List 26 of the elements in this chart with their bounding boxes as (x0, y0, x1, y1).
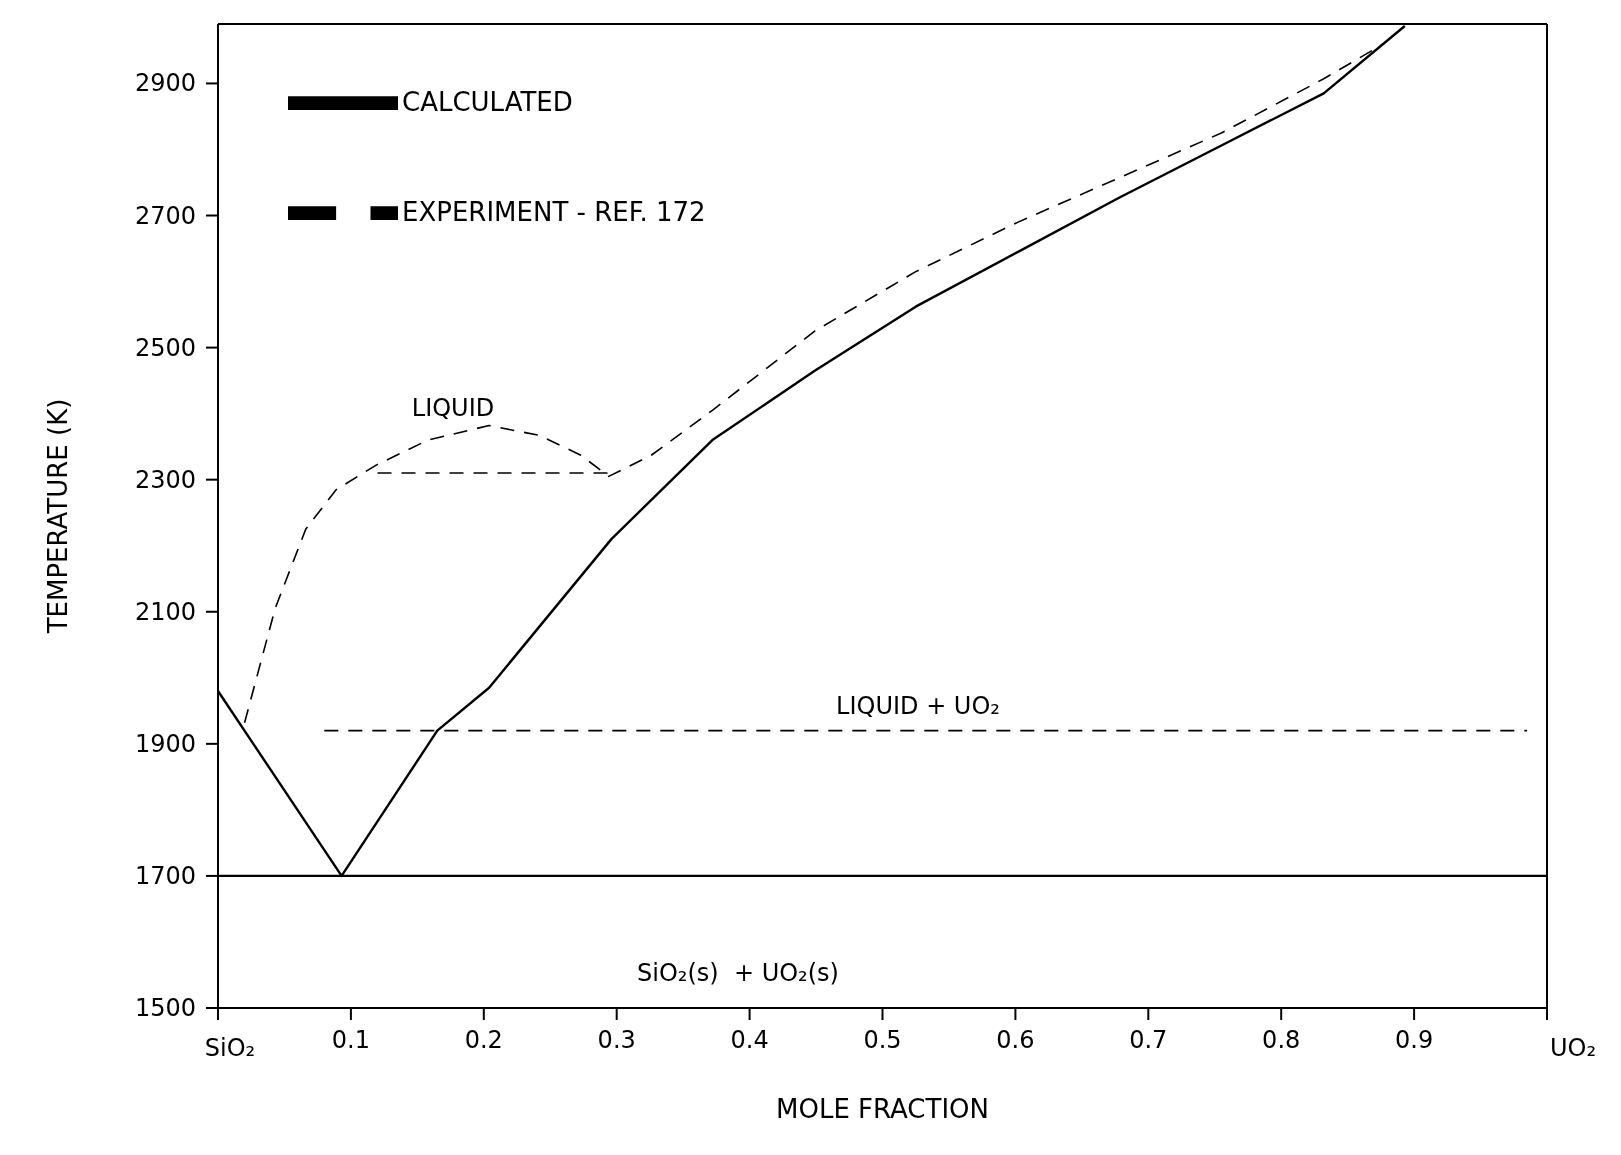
legend-label: CALCULATED (402, 86, 573, 117)
x-tick-label: 0.6 (996, 1026, 1035, 1054)
x-tick-label: 0.3 (597, 1026, 636, 1054)
text: SiO₂ (204, 1034, 256, 1062)
annotation: SiO₂(s) + UO₂(s) (637, 959, 839, 987)
text: UO₂ (1549, 1034, 1597, 1062)
x-tick-label: 0.7 (1129, 1026, 1168, 1054)
x-axis-title: MOLE FRACTION (776, 1094, 989, 1124)
legend-label: EXPERIMENT - REF. 172 (402, 196, 706, 227)
x-tick-label: 0.1 (331, 1026, 370, 1054)
y-tick-label: 1500 (134, 994, 196, 1022)
annotation: LIQUID (411, 394, 495, 422)
x-tick-label: 0.5 (863, 1026, 902, 1054)
x-tick-label: 0.4 (730, 1026, 769, 1054)
y-tick-label: 2900 (134, 69, 196, 98)
y-tick-label: 2100 (134, 597, 196, 626)
x-tick-label: 0.8 (1262, 1026, 1301, 1054)
y-tick-label: 2700 (134, 201, 196, 230)
y-axis-title: TEMPERATURE (K) (43, 398, 74, 635)
y-tick-label: 2500 (134, 333, 196, 362)
y-tick-label: 1900 (134, 729, 196, 758)
x-tick-label: 0.2 (464, 1026, 503, 1054)
annotation: LIQUID + UO₂ (836, 692, 1000, 720)
y-tick-label: 2300 (134, 465, 196, 494)
y-tick-label: 1700 (134, 861, 196, 890)
x-tick-label: 0.9 (1395, 1026, 1434, 1054)
